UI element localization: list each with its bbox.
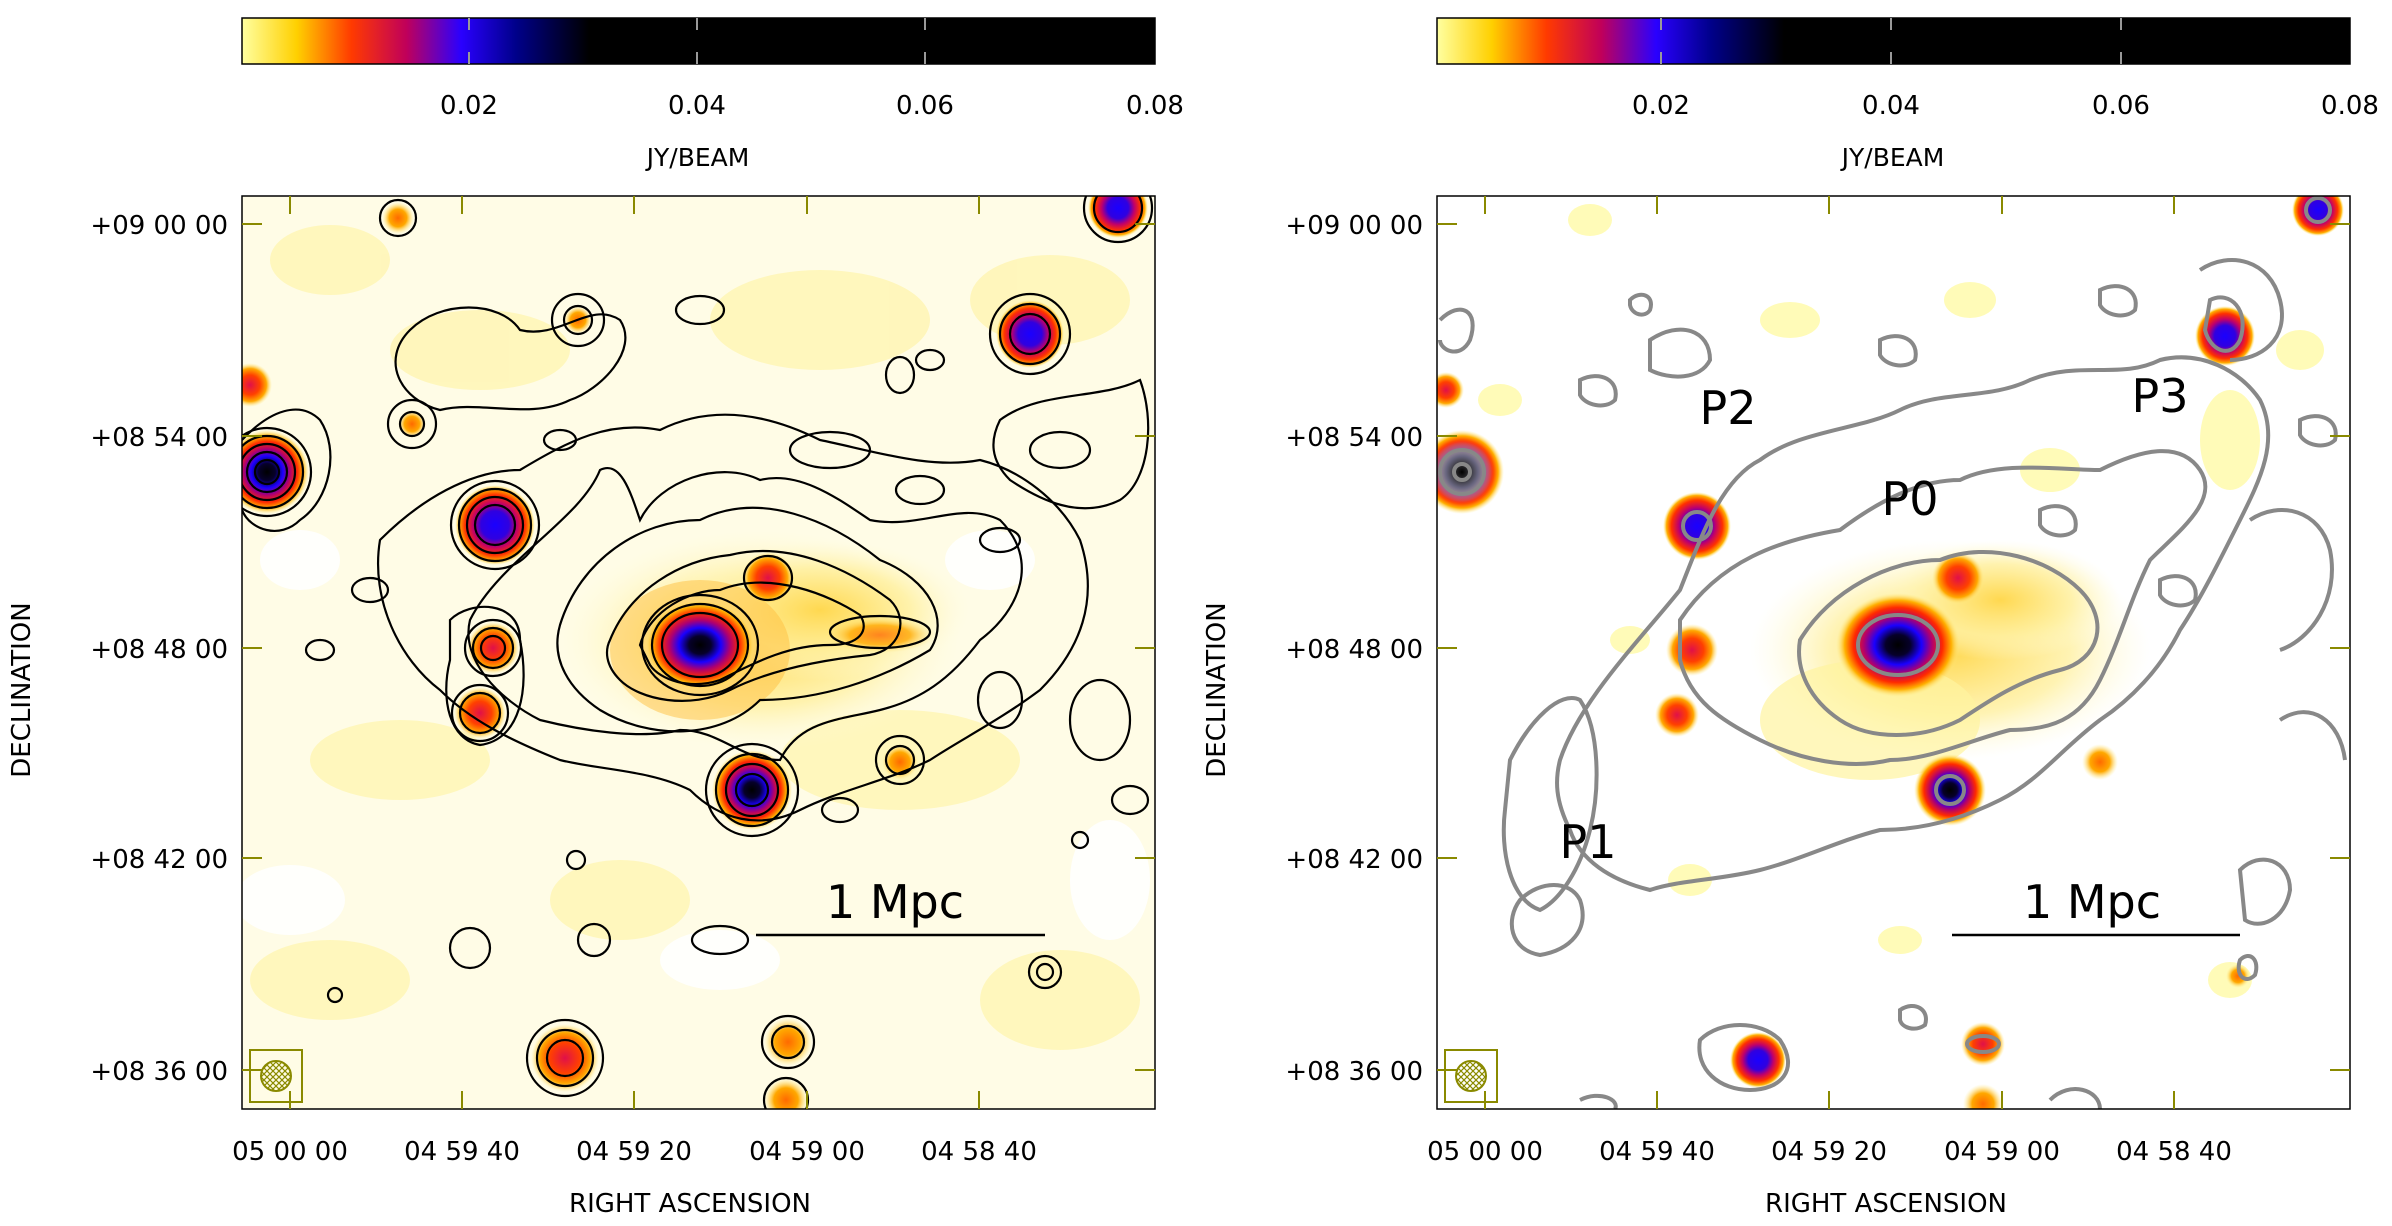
left-beam xyxy=(260,1060,292,1092)
label-P3: P3 xyxy=(2131,369,2188,423)
right-dec-tick-0: +09 00 00 xyxy=(1285,211,1423,241)
left-ra-tick-0: 05 00 00 xyxy=(232,1137,348,1167)
right-x-axis-title: RIGHT ASCENSION xyxy=(1765,1189,2007,1219)
right-colorbar: 0.02 0.04 0.06 0.08 JY/BEAM xyxy=(1436,17,2379,172)
left-dec-tick-2: +08 48 00 xyxy=(90,635,228,665)
left-dec-tick-0: +09 00 00 xyxy=(90,211,228,241)
right-ra-tick-3: 04 59 00 xyxy=(1944,1137,2060,1167)
right-y-axis-title: DECLINATION xyxy=(1202,602,1232,777)
right-image: 1 Mpc P0 P1 P2 P3 xyxy=(1437,196,2350,1109)
right-colorbar-strip xyxy=(1436,17,2351,65)
right-ra-labels: 05 00 00 04 59 40 04 59 20 04 59 00 04 5… xyxy=(1427,1137,2232,1167)
right-colorbar-tick-2: 0.06 xyxy=(2092,91,2150,121)
left-panel: 0.02 0.04 0.06 0.08 JY/BEAM xyxy=(7,17,1184,1219)
left-frame xyxy=(241,195,1156,1110)
right-colorbar-tick-0: 0.02 xyxy=(1632,91,1690,121)
left-ra-labels: 05 00 00 04 59 40 04 59 20 04 59 00 04 5… xyxy=(232,1137,1037,1167)
left-dec-tick-1: +08 54 00 xyxy=(90,423,228,453)
left-colorbar-tick-3: 0.08 xyxy=(1126,91,1184,121)
left-dec-labels: +09 00 00 +08 54 00 +08 48 00 +08 42 00 … xyxy=(90,211,228,1087)
right-ra-tick-1: 04 59 40 xyxy=(1599,1137,1715,1167)
right-dec-tick-4: +08 36 00 xyxy=(1285,1057,1423,1087)
left-dec-tick-4: +08 36 00 xyxy=(90,1057,228,1087)
left-beam-box xyxy=(249,1049,303,1103)
left-colorbar-strip xyxy=(241,17,1156,65)
left-colorbar: 0.02 0.04 0.06 0.08 JY/BEAM xyxy=(241,17,1184,172)
left-ra-tick-2: 04 59 20 xyxy=(576,1137,692,1167)
left-ra-tick-4: 04 58 40 xyxy=(921,1137,1037,1167)
right-ra-tick-0: 05 00 00 xyxy=(1427,1137,1543,1167)
right-colorbar-unit: JY/BEAM xyxy=(1840,143,1945,172)
right-scale-bar-label: 1 Mpc xyxy=(2023,875,2161,929)
left-colorbar-tick-0: 0.02 xyxy=(440,91,498,121)
left-ra-tick-3: 04 59 00 xyxy=(749,1137,865,1167)
right-beam xyxy=(1455,1060,1487,1092)
left-ticks xyxy=(242,196,1155,1109)
right-dec-tick-3: +08 42 00 xyxy=(1285,845,1423,875)
right-panel: 0.02 0.04 0.06 0.08 JY/BEAM xyxy=(1202,17,2379,1219)
right-dec-tick-2: +08 48 00 xyxy=(1285,635,1423,665)
left-colorbar-tick-2: 0.06 xyxy=(896,91,954,121)
right-frame xyxy=(1436,195,2351,1110)
right-colorbar-tick-1: 0.04 xyxy=(1862,91,1920,121)
label-P0: P0 xyxy=(1881,472,1938,526)
right-ticks xyxy=(1437,196,2350,1109)
right-colorbar-tick-3: 0.08 xyxy=(2321,91,2379,121)
label-P2: P2 xyxy=(1699,381,1756,435)
left-ra-tick-1: 04 59 40 xyxy=(404,1137,520,1167)
left-x-axis-title: RIGHT ASCENSION xyxy=(569,1189,811,1219)
left-scale-bar-label: 1 Mpc xyxy=(826,875,964,929)
label-P1: P1 xyxy=(1559,815,1616,869)
right-dec-tick-1: +08 54 00 xyxy=(1285,423,1423,453)
right-ra-tick-4: 04 58 40 xyxy=(2116,1137,2232,1167)
left-colorbar-unit: JY/BEAM xyxy=(645,143,750,172)
left-colorbar-tick-1: 0.04 xyxy=(668,91,726,121)
left-image: 1 Mpc xyxy=(242,196,1155,1109)
right-beam-box xyxy=(1444,1049,1498,1103)
left-y-axis-title: DECLINATION xyxy=(7,602,37,777)
left-dec-tick-3: +08 42 00 xyxy=(90,845,228,875)
right-dec-labels: +09 00 00 +08 54 00 +08 48 00 +08 42 00 … xyxy=(1285,211,1423,1087)
right-ra-tick-2: 04 59 20 xyxy=(1771,1137,1887,1167)
